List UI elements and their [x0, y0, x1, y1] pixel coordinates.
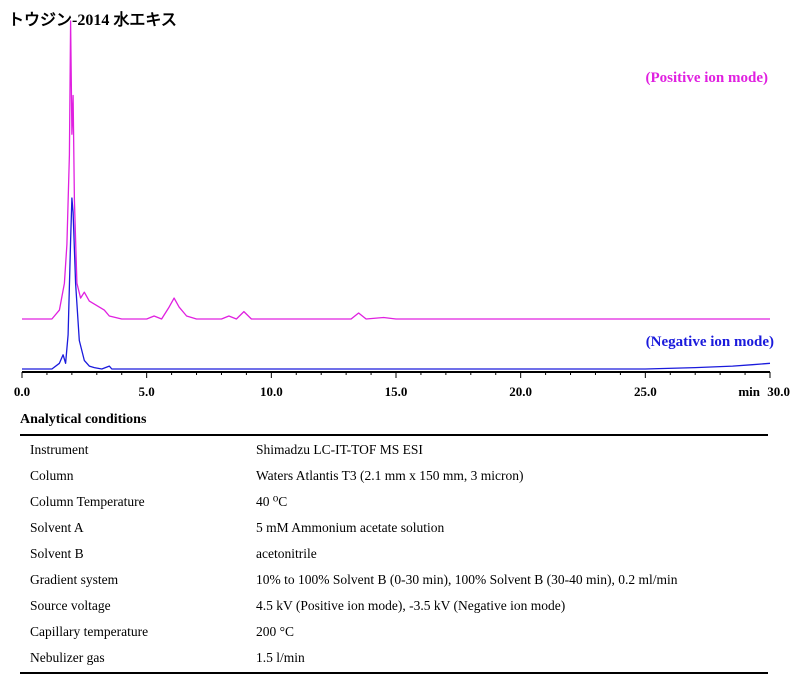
series-line-positive — [22, 20, 770, 320]
table-row: Gradient system 10% to 100% Solvent B (0… — [20, 568, 768, 594]
row-label: Column Temperature — [30, 494, 145, 509]
row-label: Column — [30, 468, 74, 483]
table-row: Column Temperature 40 ⁰C — [20, 490, 768, 516]
row-label: Nebulizer gas — [30, 650, 105, 665]
table-row: Source voltage 4.5 kV (Positive ion mode… — [20, 594, 768, 620]
conditions-heading: Analytical conditions — [20, 412, 147, 427]
row-value: 1.5 l/min — [256, 650, 305, 665]
table-row: Capillary temperature 200 °C — [20, 620, 768, 646]
table-bottom-rule — [20, 672, 768, 674]
chromatogram-chart: (Positive ion mode) (Negative ion mode) 0.… — [14, 20, 790, 399]
x-tick-label: 20.0 — [509, 384, 532, 399]
x-tick-label: 30.0 — [767, 384, 790, 399]
row-value: 5 mM Ammonium acetate solution — [256, 520, 445, 535]
x-tick-label: 0.0 — [14, 384, 30, 399]
row-label: Instrument — [30, 442, 89, 457]
row-label: Capillary temperature — [30, 624, 149, 639]
row-value: Shimadzu LC-IT-TOF MS ESI — [256, 442, 423, 457]
chart-title: トウジン-2014 水エキス — [8, 12, 177, 29]
legend-label-negative: (Negative ion mode) — [646, 334, 774, 350]
table-row: Nebulizer gas 1.5 l/min — [20, 646, 768, 672]
table-row: Column Waters Atlantis T3 (2.1 mm x 150 … — [20, 464, 768, 490]
row-label: Solvent A — [30, 520, 84, 535]
row-value: 200 °C — [256, 624, 295, 639]
table-top-rule — [20, 434, 768, 436]
row-label: Gradient system — [30, 572, 119, 587]
legend-label-positive: (Positive ion mode) — [646, 70, 768, 86]
x-axis-unit-label: min — [738, 384, 760, 399]
row-value: Waters Atlantis T3 (2.1 mm x 150 mm, 3 m… — [256, 468, 524, 483]
row-value: 4.5 kV (Positive ion mode), -3.5 kV (Neg… — [256, 598, 566, 613]
x-tick-label: 5.0 — [139, 384, 155, 399]
table-row: Instrument Shimadzu LC-IT-TOF MS ESI — [20, 438, 768, 464]
row-value: 10% to 100% Solvent B (0-30 min), 100% S… — [256, 572, 678, 587]
row-label: Source voltage — [30, 598, 111, 613]
table-row: Solvent A 5 mM Ammonium acetate solution — [20, 516, 768, 542]
x-tick-label: 10.0 — [260, 384, 283, 399]
x-tick-label: 25.0 — [634, 384, 657, 399]
row-value: 40 ⁰C — [256, 494, 288, 509]
series-line-negative — [22, 197, 771, 370]
row-value: acetonitrile — [256, 546, 317, 561]
x-tick-label: 15.0 — [385, 384, 408, 399]
table-row: Solvent B acetonitrile — [20, 542, 768, 568]
row-label: Solvent B — [30, 546, 84, 561]
